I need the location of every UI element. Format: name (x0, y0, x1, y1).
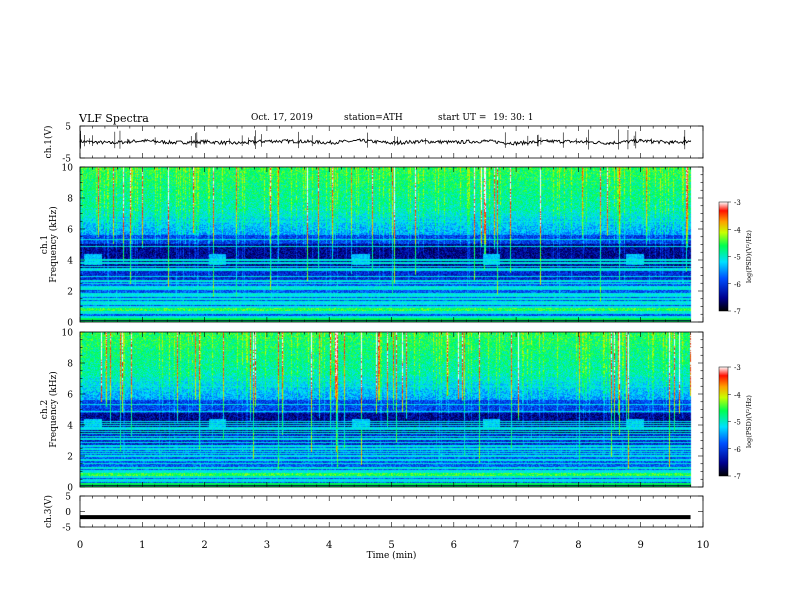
station-label: station=ATH (344, 113, 403, 123)
date-label: Oct. 17, 2019 (251, 113, 313, 123)
start-ut-label: start UT = (438, 113, 487, 123)
figure-title: VLF Spectra (79, 112, 149, 125)
ch1-spectrogram-image (80, 167, 695, 322)
start-time-label: 19: 30: 1 (493, 113, 534, 123)
ch2-spectrogram-image (80, 332, 695, 487)
